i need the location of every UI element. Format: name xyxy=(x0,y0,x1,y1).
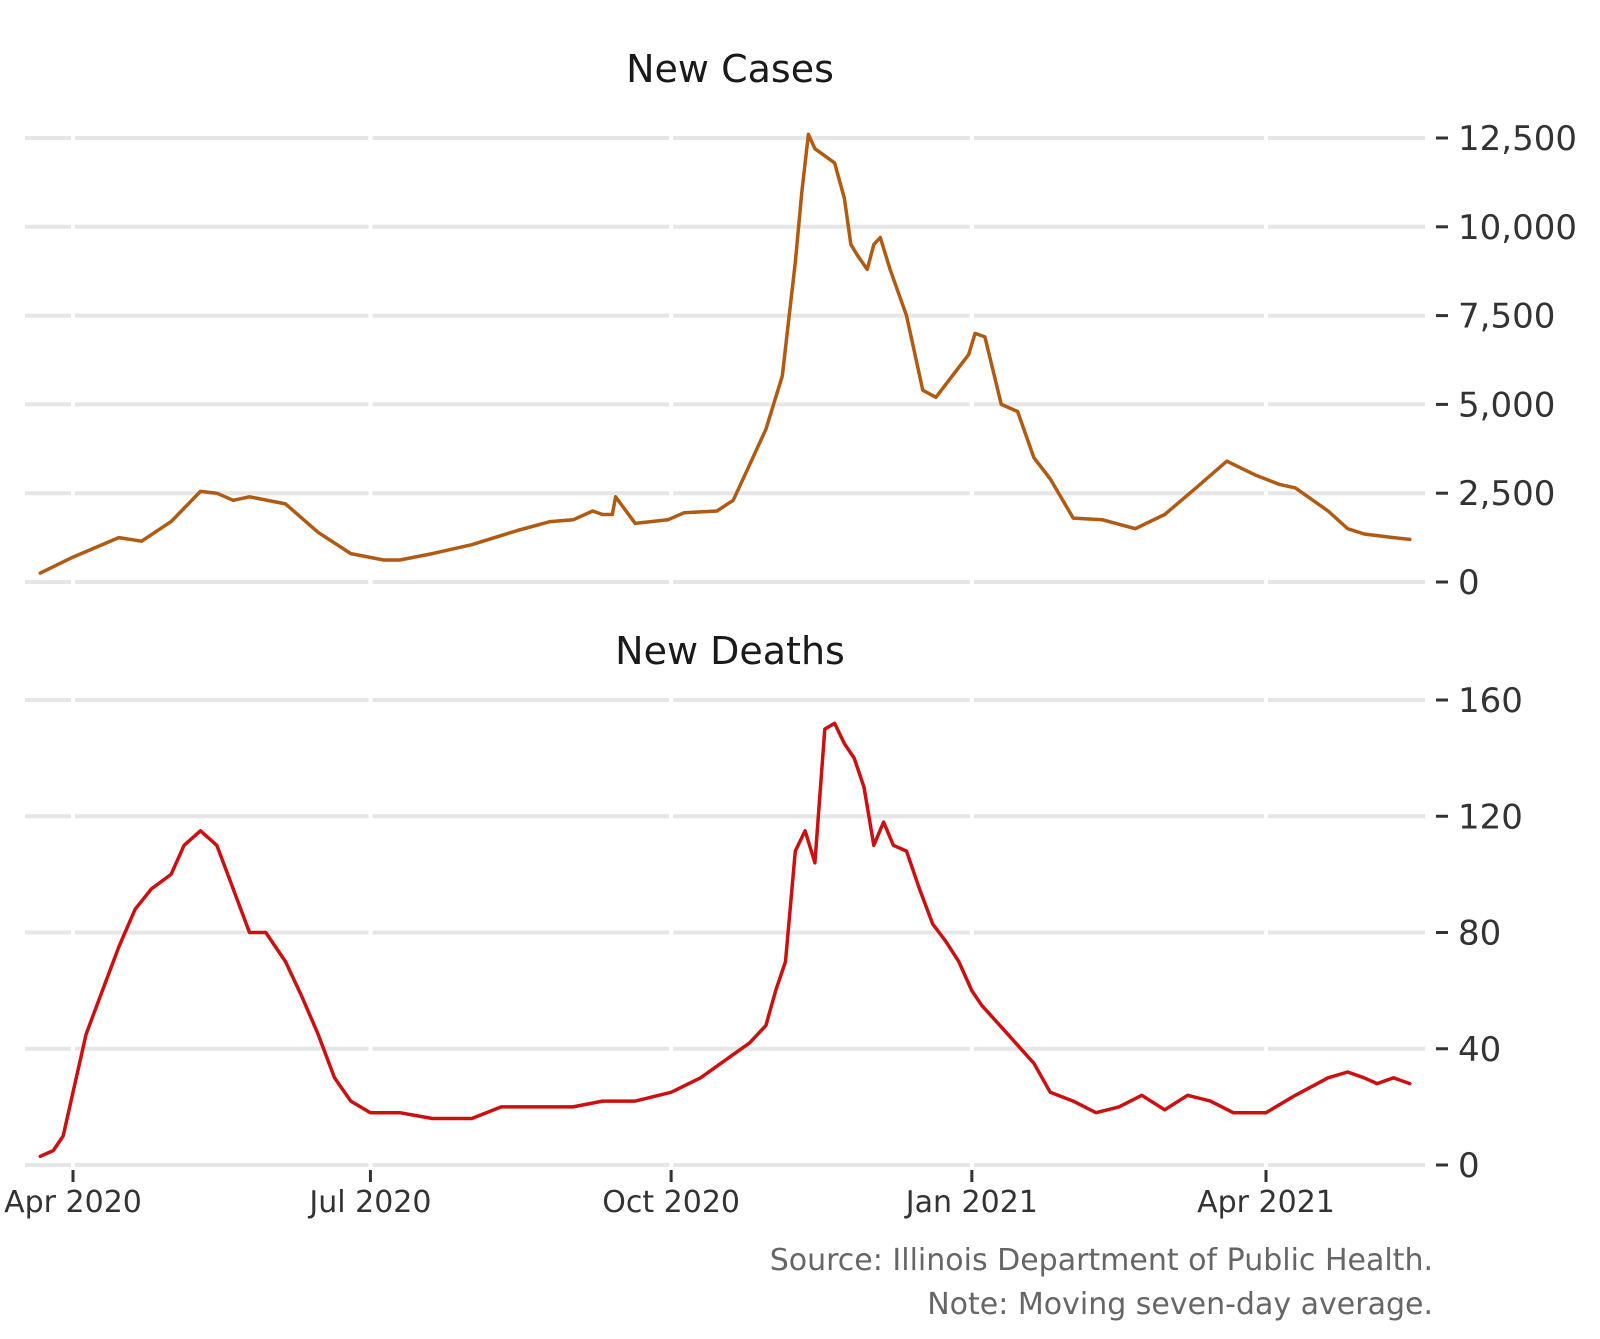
deaths-panel: New Deaths 0 40 80 120 160 Apr 2020 Jul 2020 O… xyxy=(4,629,1523,1220)
deaths-y-tick-label: 40 xyxy=(1458,1030,1501,1070)
deaths-series xyxy=(38,721,1412,1159)
cases-y-tick-label: 12,500 xyxy=(1458,119,1577,159)
cases-series-line xyxy=(38,132,1412,575)
cases-grid xyxy=(25,135,1425,585)
deaths-panel-title: New Deaths xyxy=(615,629,845,673)
source-note: Source: Illinois Department of Public He… xyxy=(770,1243,1433,1278)
x-tick-label: Jul 2020 xyxy=(307,1185,431,1220)
moving-average-note: Note: Moving seven-day average. xyxy=(927,1287,1433,1322)
cases-y-tick-label: 7,500 xyxy=(1458,297,1555,337)
deaths-y-axis: 0 40 80 120 160 xyxy=(1436,681,1523,1186)
x-tick-label: Oct 2020 xyxy=(602,1185,740,1220)
cases-y-tick-label: 2,500 xyxy=(1458,474,1555,514)
cases-y-axis: 0 2,500 5,000 7,500 10,000 12,500 xyxy=(1436,119,1577,603)
cases-y-tick-label: 10,000 xyxy=(1458,208,1577,248)
deaths-y-tick-label: 80 xyxy=(1458,914,1501,954)
deaths-y-tick-label: 120 xyxy=(1458,797,1523,837)
deaths-grid xyxy=(25,697,1425,1168)
deaths-series-line xyxy=(38,721,1412,1159)
x-axis: Apr 2020 Jul 2020 Oct 2020 Jan 2021 Apr 2021 xyxy=(4,1170,1335,1220)
cases-y-tick-label: 0 xyxy=(1458,563,1480,603)
deaths-y-tick-label: 160 xyxy=(1458,681,1523,721)
deaths-y-tick-label: 0 xyxy=(1458,1146,1480,1186)
cases-series xyxy=(38,132,1412,575)
cases-y-tick-label: 5,000 xyxy=(1458,385,1555,425)
cases-panel-title: New Cases xyxy=(626,47,834,91)
x-tick-label: Apr 2021 xyxy=(1197,1185,1335,1220)
x-tick-label: Jan 2021 xyxy=(904,1185,1038,1220)
x-tick-label: Apr 2020 xyxy=(4,1185,142,1220)
cases-panel: New Cases 0 2,500 5,000 7,500 10,000 12,500 xyxy=(25,47,1577,603)
